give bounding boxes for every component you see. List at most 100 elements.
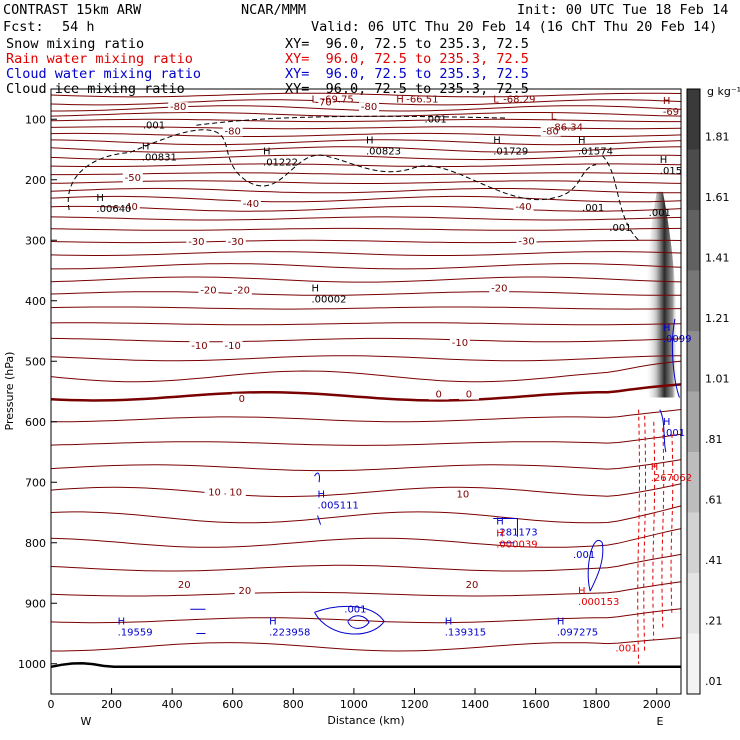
colorbar-swatch xyxy=(687,512,700,574)
extremum-marker: H xyxy=(269,616,277,627)
extremum-marker: H xyxy=(663,323,671,334)
annotation-value: .001 xyxy=(615,644,637,655)
y-axis-label: Pressure (hPa) xyxy=(3,352,16,431)
snow-contour xyxy=(601,155,639,241)
y-tick-label: 300 xyxy=(25,234,46,247)
cloud-water-contour xyxy=(347,615,370,629)
extremum-marker: H xyxy=(496,529,504,540)
isotherm-label: -30 xyxy=(228,237,244,248)
colorbar-swatch xyxy=(687,391,700,453)
isotherm-line xyxy=(50,360,682,383)
legend-cloud-water-xy: XY= 96.0, 72.5 to 235.3, 72.5 xyxy=(285,66,529,82)
extremum-marker: H xyxy=(366,135,374,146)
label-mask xyxy=(225,487,246,498)
colorbar-label: .21 xyxy=(705,614,723,627)
data-source: NCAR/MMM xyxy=(241,2,307,18)
rain-contour xyxy=(652,421,656,640)
label-mask xyxy=(189,341,210,352)
extremum-marker: H xyxy=(578,586,586,597)
isotherm-line xyxy=(50,306,682,310)
label-mask xyxy=(222,341,243,352)
x-tick-label: 1200 xyxy=(400,698,428,711)
extremum-marker: H xyxy=(318,489,326,500)
isotherm-line xyxy=(50,581,682,597)
isotherm-label: -40 xyxy=(515,202,531,213)
label-mask xyxy=(234,586,255,597)
rain-contour xyxy=(661,427,665,628)
annotation-value: .001 xyxy=(609,223,631,234)
legend-snow-label: Snow mixing ratio xyxy=(6,36,145,52)
annotation-value: .00823 xyxy=(366,146,401,157)
isotherm-label: -50 xyxy=(125,173,141,184)
x-tick-label: 1800 xyxy=(582,698,610,711)
cloud-water-contour xyxy=(314,472,322,525)
isotherm-label: -80 xyxy=(543,126,559,137)
isotherm-line xyxy=(51,263,682,270)
extremum-marker: L xyxy=(493,94,499,105)
isotherm-line xyxy=(50,216,682,221)
rain-contour xyxy=(643,415,647,652)
extremum-marker: H xyxy=(142,142,150,153)
y-tick-label: 100 xyxy=(25,113,46,126)
label-mask xyxy=(168,102,189,113)
extremum-marker: L xyxy=(311,94,317,105)
isotherm-label: -20 xyxy=(234,285,250,296)
x-tick-label: 200 xyxy=(101,698,122,711)
annotation-value: .000153 xyxy=(578,597,619,608)
label-mask xyxy=(119,201,140,212)
extremum-marker: H xyxy=(663,417,671,428)
extremum-marker: H xyxy=(493,135,501,146)
extremum-marker: H xyxy=(496,517,504,528)
isotherm-line xyxy=(50,433,682,446)
forecast-label: Fcst: xyxy=(3,19,44,35)
x-tick-label: 1600 xyxy=(522,698,550,711)
extremum-marker: H xyxy=(118,616,126,627)
isotherm-line xyxy=(50,291,682,296)
cloud-water-contour xyxy=(493,518,518,544)
isotherm-line xyxy=(50,180,682,184)
valid-time: Valid: 06 UTC Thu 20 Feb 14 (16 ChT Thu … xyxy=(311,19,718,35)
contour-labels: -80 -80 -80 -80 -70 -50 -40 -40 -40 -30 -30 -30 -20 -… xyxy=(96,94,692,654)
y-tick-label: 400 xyxy=(25,295,46,308)
extremum-marker: H xyxy=(96,193,104,204)
colorbar-label: .81 xyxy=(705,433,723,446)
colorbar-label: 1.61 xyxy=(705,191,730,204)
label-mask xyxy=(222,126,243,137)
isotherm-line xyxy=(50,146,682,153)
x-tick-label: 800 xyxy=(283,698,304,711)
x-tick-label: 1400 xyxy=(461,698,489,711)
annotation-value: .01729 xyxy=(493,146,528,157)
label-mask xyxy=(231,393,252,404)
isotherm-label: 10 xyxy=(457,489,470,500)
annotation-value: -68.29 xyxy=(503,94,535,105)
annotation-value: .001 xyxy=(663,428,685,439)
isotherm-label: -30 xyxy=(518,236,534,247)
colorbar-label: .61 xyxy=(705,493,723,506)
colorbar-unit: g kg⁻¹ xyxy=(707,85,740,98)
colorbar-label: .41 xyxy=(705,554,723,567)
label-mask xyxy=(428,389,449,400)
cloud-water-contour xyxy=(190,608,206,634)
annotation-value: .19559 xyxy=(118,627,153,638)
legend-cloud-water-label: Cloud water mixing ratio xyxy=(6,66,202,82)
cloud-water-contour xyxy=(659,409,667,453)
annotation-value: .000039 xyxy=(496,540,537,551)
forecast-hours: 54 h xyxy=(62,19,95,35)
y-tick-label: 600 xyxy=(25,416,46,429)
colorbar-swatch xyxy=(687,210,700,271)
legend-rain-xy: XY= 96.0, 72.5 to 235.3, 72.5 xyxy=(285,51,529,67)
annotation-value: .015 xyxy=(660,166,682,177)
label-mask xyxy=(359,102,380,113)
legend-rain-label: Rain water mixing ratio xyxy=(6,51,193,67)
isotherm-label: -30 xyxy=(188,237,204,248)
isotherm-label: -40 xyxy=(122,202,138,213)
annotation-value: .00002 xyxy=(311,295,346,306)
isotherm-line xyxy=(50,553,682,572)
isotherm-label: 0 xyxy=(466,390,472,401)
extremum-marker: H xyxy=(660,155,668,166)
label-mask xyxy=(174,580,195,591)
axes: 0 200 400 600 800 1000 1200 1400 1600 1800 2000100… xyxy=(18,113,671,711)
annotation-value: -86.34 xyxy=(551,122,583,133)
isotherm-line xyxy=(50,251,682,256)
colorbar-label: 1.21 xyxy=(705,312,730,325)
